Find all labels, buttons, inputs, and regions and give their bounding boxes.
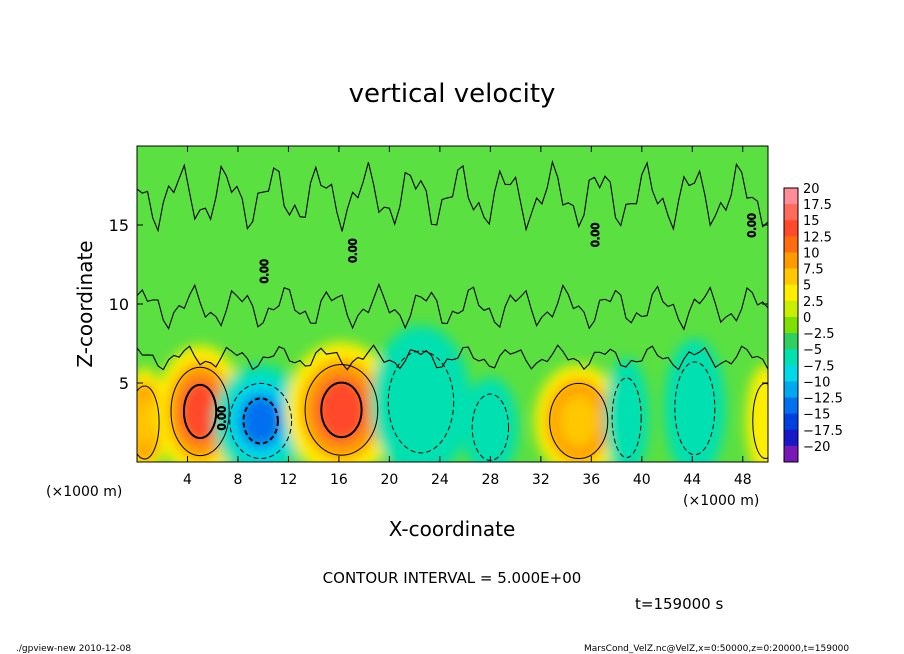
contour-interval-label: CONTOUR INTERVAL = 5.000E+00 [323, 569, 582, 587]
colorbar-swatch [784, 445, 798, 463]
field-cell-core [316, 377, 367, 443]
colorbar-label: −20 [803, 440, 830, 455]
x-unit-left: (×1000 m) [46, 484, 122, 500]
colorbar-label: 2.5 [803, 295, 824, 310]
field-cell-core [616, 389, 637, 447]
zero-contour-lower [137, 344, 768, 371]
y-tick-label: 5 [119, 374, 129, 393]
footer-left: ./gpview-new 2010-12-08 [16, 644, 131, 654]
x-tick-label: 4 [183, 472, 192, 488]
y-axis-label: Z-coordinate [73, 240, 97, 367]
contour-line [137, 385, 160, 460]
time-label: t=159000 s [635, 595, 723, 613]
colorbar-swatch [784, 365, 798, 382]
x-tick-label: 16 [330, 472, 348, 488]
colorbar-label: −15 [803, 408, 830, 423]
colorbar-swatch [784, 236, 798, 253]
contour-value-label: 0.00 [745, 213, 758, 238]
chart-title: vertical velocity [349, 79, 556, 109]
x-tick-label: 20 [380, 472, 398, 488]
colorbar-swatch [784, 204, 798, 221]
x-axis-label: X-coordinate [389, 517, 516, 541]
y-tick-label: 10 [109, 295, 129, 314]
colorbar-label: −17.5 [803, 424, 843, 439]
x-tick-label: 24 [431, 472, 449, 488]
colorbar-label: 15 [803, 214, 820, 229]
contour-line [229, 382, 293, 460]
contour-value-label: 0.00 [589, 223, 602, 248]
x-tick-label: 8 [233, 472, 242, 488]
field-cell-core [398, 365, 444, 439]
colorbar-label: 10 [803, 246, 820, 261]
colorbar-swatch [784, 268, 798, 286]
colorbar-swatch [784, 284, 798, 302]
contour-line-strong [182, 383, 218, 439]
contour-value-label: 0.00 [215, 406, 228, 431]
colorbar-swatch [784, 316, 798, 334]
contour-value-label: 0.00 [347, 238, 360, 263]
field-cell-core [137, 396, 155, 449]
colorbar-label: −12.5 [803, 392, 843, 407]
x-tick-label: 44 [683, 472, 701, 488]
colorbar-swatch [784, 252, 798, 270]
field-cell-core [477, 403, 503, 451]
colorbar-label: −10 [803, 375, 830, 390]
field-cell-core [558, 394, 599, 448]
colorbar-label: 17.5 [803, 198, 832, 213]
zero-contour-top [137, 159, 768, 233]
x-tick-label: 36 [582, 472, 600, 488]
colorbar-label: −2.5 [803, 327, 835, 342]
footer-right: MarsCond_VelZ.nc@VelZ,x=0:50000,z=0:2000… [584, 644, 849, 654]
field-cell-core [179, 379, 221, 444]
field-cell-core [239, 394, 283, 448]
contour-line [170, 366, 230, 457]
colorbar-swatch [784, 300, 798, 318]
contour-line [549, 382, 609, 460]
colorbar-swatch [784, 381, 798, 399]
x-tick-label: 40 [633, 472, 651, 488]
x-tick-label: 32 [532, 472, 550, 488]
colorbar-label: −5 [803, 343, 822, 358]
x-tick-label: 12 [280, 472, 298, 488]
zero-contour-upper [137, 282, 768, 331]
colorbar-label: 20 [803, 182, 820, 197]
field-cell-core [756, 394, 768, 448]
colorbar-swatch [784, 333, 798, 350]
x-tick-label: 48 [734, 472, 752, 488]
field-cell-core [680, 375, 709, 442]
contour-line [304, 364, 379, 456]
colorbar-label: 12.5 [803, 230, 832, 245]
contour-value-label: 0.00 [258, 259, 271, 284]
contour-line-strong [242, 397, 279, 445]
contour-line-strong [320, 381, 363, 439]
colorbar-label: 0 [803, 311, 811, 326]
colorbar-swatch [784, 413, 798, 431]
y-tick-label: 15 [109, 216, 129, 235]
contour-line [611, 377, 642, 459]
contour-line [674, 361, 716, 456]
x-unit-right: (×1000 m) [683, 493, 759, 509]
colorbar-swatch [784, 188, 798, 205]
contour-line [387, 350, 455, 454]
colorbar-swatch [784, 349, 798, 366]
colorbar-label: −7.5 [803, 359, 835, 374]
colorbar-swatch [784, 397, 798, 415]
colorbar-swatch [784, 220, 798, 237]
colorbar-frame [783, 187, 799, 463]
colorbar-swatch [784, 429, 798, 447]
x-tick-label: 28 [481, 472, 499, 488]
colorbar-label: 7.5 [803, 263, 824, 278]
plot-area: 0.00 0.00 0.00 0.00 0.00 [137, 146, 768, 462]
colorbar-label: 5 [803, 279, 811, 294]
